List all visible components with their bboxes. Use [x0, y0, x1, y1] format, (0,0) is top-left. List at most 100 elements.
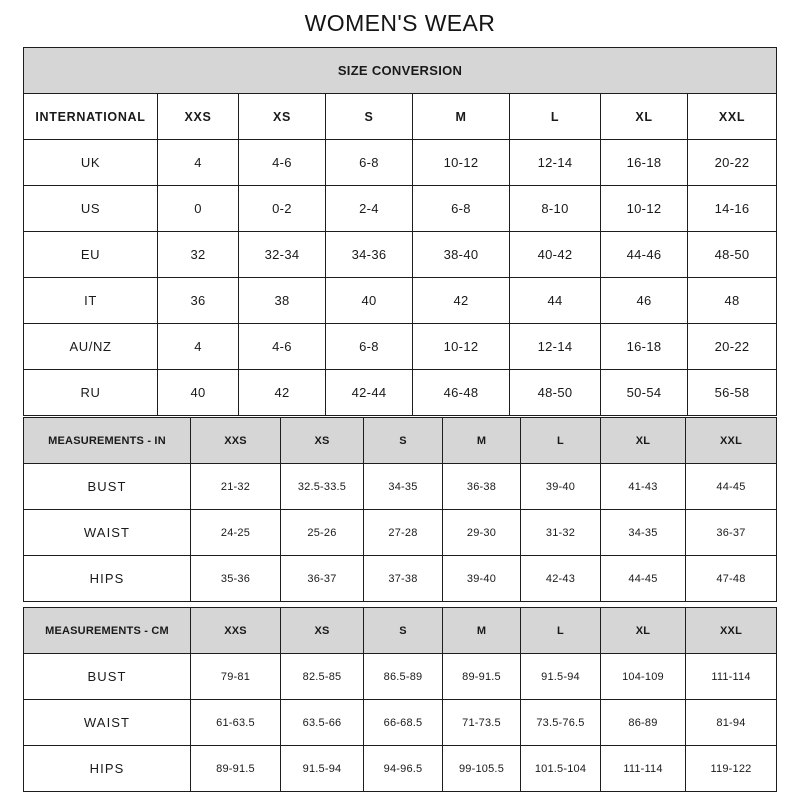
cell: 50-54	[600, 369, 688, 416]
cell: 46	[600, 277, 688, 324]
column-header-row: INTERNATIONAL XXS XS S M L XL XXL	[23, 93, 778, 140]
measurements-cm-table: MEASUREMENTS - CM XXS XS S M L XL XXL BU…	[23, 607, 777, 792]
row-label: WAIST	[23, 699, 191, 746]
cell: 10-12	[412, 139, 510, 186]
row-label: BUST	[23, 653, 191, 700]
column-header-m: M	[442, 607, 521, 654]
cell: 35-36	[190, 555, 281, 602]
cell: 41-43	[600, 463, 686, 510]
column-header-xxs: XXS	[190, 607, 281, 654]
cell: 12-14	[509, 139, 601, 186]
cell: 71-73.5	[442, 699, 521, 746]
cell: 36-37	[280, 555, 364, 602]
cell: 38-40	[412, 231, 510, 278]
row-label: IT	[23, 277, 158, 324]
cell: 91.5-94	[280, 745, 364, 792]
column-header-row: MEASUREMENTS - IN XXS XS S M L XL XXL	[23, 417, 777, 464]
column-header-measurements-in: MEASUREMENTS - IN	[23, 417, 191, 464]
cell: 38	[238, 277, 326, 324]
column-header-xs: XS	[238, 93, 326, 140]
cell: 42	[238, 369, 326, 416]
table-banner-row: SIZE CONVERSION	[22, 47, 778, 94]
row-label: HIPS	[23, 555, 191, 602]
cell: 81-94	[685, 699, 777, 746]
cell: 34-36	[325, 231, 413, 278]
cell: 47-48	[685, 555, 777, 602]
cell: 48-50	[686, 231, 778, 278]
column-header-s: S	[363, 607, 443, 654]
table-row: BUST 21-32 32.5-33.5 34-35 36-38 39-40 4…	[23, 463, 777, 510]
row-label: WAIST	[23, 509, 191, 556]
cell: 36	[157, 277, 239, 324]
cell: 12-14	[509, 323, 601, 370]
cell: 4	[157, 139, 239, 186]
cell: 89-91.5	[442, 653, 521, 700]
cell: 6-8	[412, 185, 510, 232]
cell: 44-45	[685, 463, 777, 510]
cell: 66-68.5	[363, 699, 443, 746]
table-row: EU 32 32-34 34-36 38-40 40-42 44-46 48-5…	[23, 231, 778, 278]
column-header-xxl: XXL	[685, 607, 777, 654]
table-row: AU/NZ 4 4-6 6-8 10-12 12-14 16-18 20-22	[23, 323, 778, 370]
cell: 10-12	[600, 185, 688, 232]
column-header-xs: XS	[280, 417, 364, 464]
cell: 24-25	[190, 509, 281, 556]
table-row: US 0 0-2 2-4 6-8 8-10 10-12 14-16	[23, 185, 778, 232]
size-conversion-table: SIZE CONVERSION INTERNATIONAL XXS XS S M…	[22, 47, 778, 416]
cell: 48-50	[509, 369, 601, 416]
size-conversion-banner: SIZE CONVERSION	[22, 47, 778, 94]
column-header-l: L	[520, 417, 601, 464]
cell: 0	[157, 185, 239, 232]
cell: 101.5-104	[520, 745, 601, 792]
cell: 86-89	[600, 699, 686, 746]
column-header-xxs: XXS	[157, 93, 239, 140]
cell: 40-42	[509, 231, 601, 278]
cell: 4	[157, 323, 239, 370]
cell: 42-43	[520, 555, 601, 602]
cell: 119-122	[685, 745, 777, 792]
cell: 73.5-76.5	[520, 699, 601, 746]
column-header-s: S	[325, 93, 413, 140]
cell: 32	[157, 231, 239, 278]
cell: 0-2	[238, 185, 326, 232]
row-label: BUST	[23, 463, 191, 510]
column-header-l: L	[520, 607, 601, 654]
column-header-measurements-cm: MEASUREMENTS - CM	[23, 607, 191, 654]
table-row: WAIST 24-25 25-26 27-28 29-30 31-32 34-3…	[23, 509, 777, 556]
cell: 34-35	[363, 463, 443, 510]
cell: 39-40	[520, 463, 601, 510]
row-label: HIPS	[23, 745, 191, 792]
table-row: WAIST 61-63.5 63.5-66 66-68.5 71-73.5 73…	[23, 699, 777, 746]
cell: 21-32	[190, 463, 281, 510]
cell: 32-34	[238, 231, 326, 278]
column-header-xl: XL	[600, 417, 686, 464]
cell: 34-35	[600, 509, 686, 556]
table-row: IT 36 38 40 42 44 46 48	[23, 277, 778, 324]
cell: 16-18	[600, 139, 688, 186]
cell: 27-28	[363, 509, 443, 556]
cell: 40	[157, 369, 239, 416]
cell: 42-44	[325, 369, 413, 416]
cell: 20-22	[686, 139, 778, 186]
cell: 91.5-94	[520, 653, 601, 700]
cell: 40	[325, 277, 413, 324]
cell: 44-46	[600, 231, 688, 278]
cell: 79-81	[190, 653, 281, 700]
row-label: AU/NZ	[23, 323, 158, 370]
cell: 99-105.5	[442, 745, 521, 792]
cell: 37-38	[363, 555, 443, 602]
cell: 4-6	[238, 139, 326, 186]
cell: 111-114	[600, 745, 686, 792]
measurements-in-table: MEASUREMENTS - IN XXS XS S M L XL XXL BU…	[23, 417, 777, 602]
cell: 10-12	[412, 323, 510, 370]
column-header-xxs: XXS	[190, 417, 281, 464]
cell: 36-37	[685, 509, 777, 556]
column-header-international: INTERNATIONAL	[23, 93, 158, 140]
column-header-m: M	[412, 93, 510, 140]
cell: 20-22	[686, 323, 778, 370]
column-header-xl: XL	[600, 93, 688, 140]
row-label: EU	[23, 231, 158, 278]
cell: 29-30	[442, 509, 521, 556]
cell: 39-40	[442, 555, 521, 602]
